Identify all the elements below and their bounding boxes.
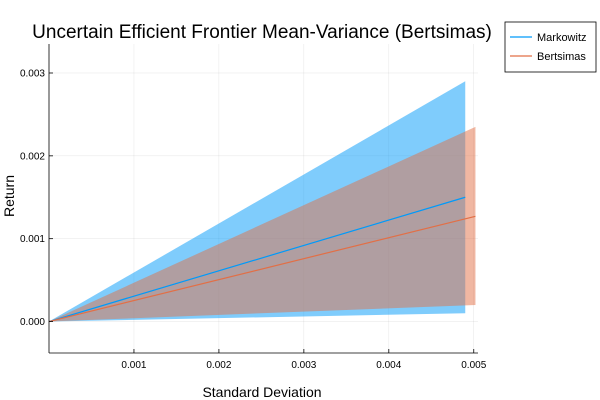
x-axis-label: Standard Deviation bbox=[202, 384, 321, 400]
x-tick-label-4: 0.005 bbox=[461, 360, 486, 371]
x-tick-label-1: 0.002 bbox=[206, 360, 231, 371]
y-axis-label: Return bbox=[1, 175, 17, 217]
y-tick-label-2: 0.002 bbox=[20, 151, 45, 162]
legend-box bbox=[504, 21, 597, 73]
x-axis-ticks: 0.001 0.002 0.003 0.004 0.005 bbox=[121, 349, 487, 371]
chart-title: Uncertain Efficient Frontier Mean-Varian… bbox=[32, 22, 492, 43]
x-tick-label-2: 0.003 bbox=[291, 360, 316, 371]
line-markowitz bbox=[48, 196, 466, 323]
x-tick-label-3: 0.004 bbox=[376, 360, 401, 371]
legend: Markowitz Bertsimas bbox=[504, 21, 597, 73]
legend-label-markowitz: Markowitz bbox=[537, 32, 587, 44]
y-tick-label-0: 0.000 bbox=[20, 317, 45, 328]
uncertainty-bands bbox=[49, 81, 476, 322]
legend-label-bertsimas: Bertsimas bbox=[537, 51, 586, 63]
line-bertsimas bbox=[48, 215, 476, 323]
y-tick-label-3: 0.003 bbox=[20, 68, 45, 79]
y-tick-label-1: 0.001 bbox=[20, 234, 45, 245]
x-tick-label-0: 0.001 bbox=[121, 360, 146, 371]
y-axis-ticks: 0.000 0.001 0.002 0.003 bbox=[20, 68, 53, 328]
series-lines bbox=[48, 196, 476, 323]
band-bertsimas bbox=[49, 126, 476, 322]
axes bbox=[48, 44, 478, 354]
